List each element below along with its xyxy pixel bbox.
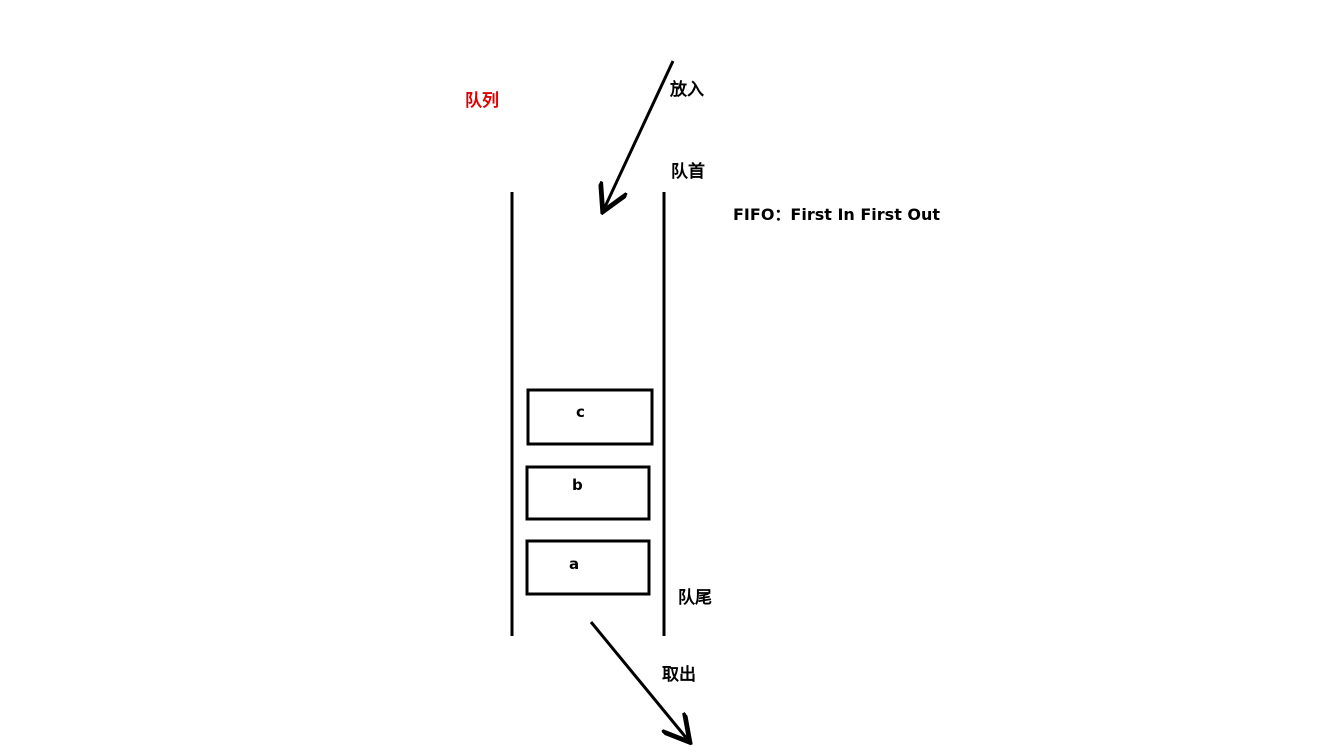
fifo-description: FIFO：First In First Out	[733, 205, 941, 224]
dequeue-label: 取出	[662, 665, 696, 685]
dequeue-arrow	[589, 621, 688, 740]
enqueue-label: 放入	[670, 80, 704, 100]
queue-tail-label: 队尾	[678, 588, 712, 608]
queue-item-label-b: b	[572, 476, 583, 494]
queue-item-box-b	[525, 465, 651, 521]
queue-head-label: 队首	[671, 162, 705, 182]
queue-item-label-c: c	[576, 403, 585, 421]
diagram-title: 队列	[465, 91, 499, 111]
queue-item-box-c	[526, 388, 654, 446]
enqueue-arrow	[604, 60, 675, 209]
queue-item-label-a: a	[569, 555, 580, 573]
queue-item-box-a	[525, 539, 651, 596]
